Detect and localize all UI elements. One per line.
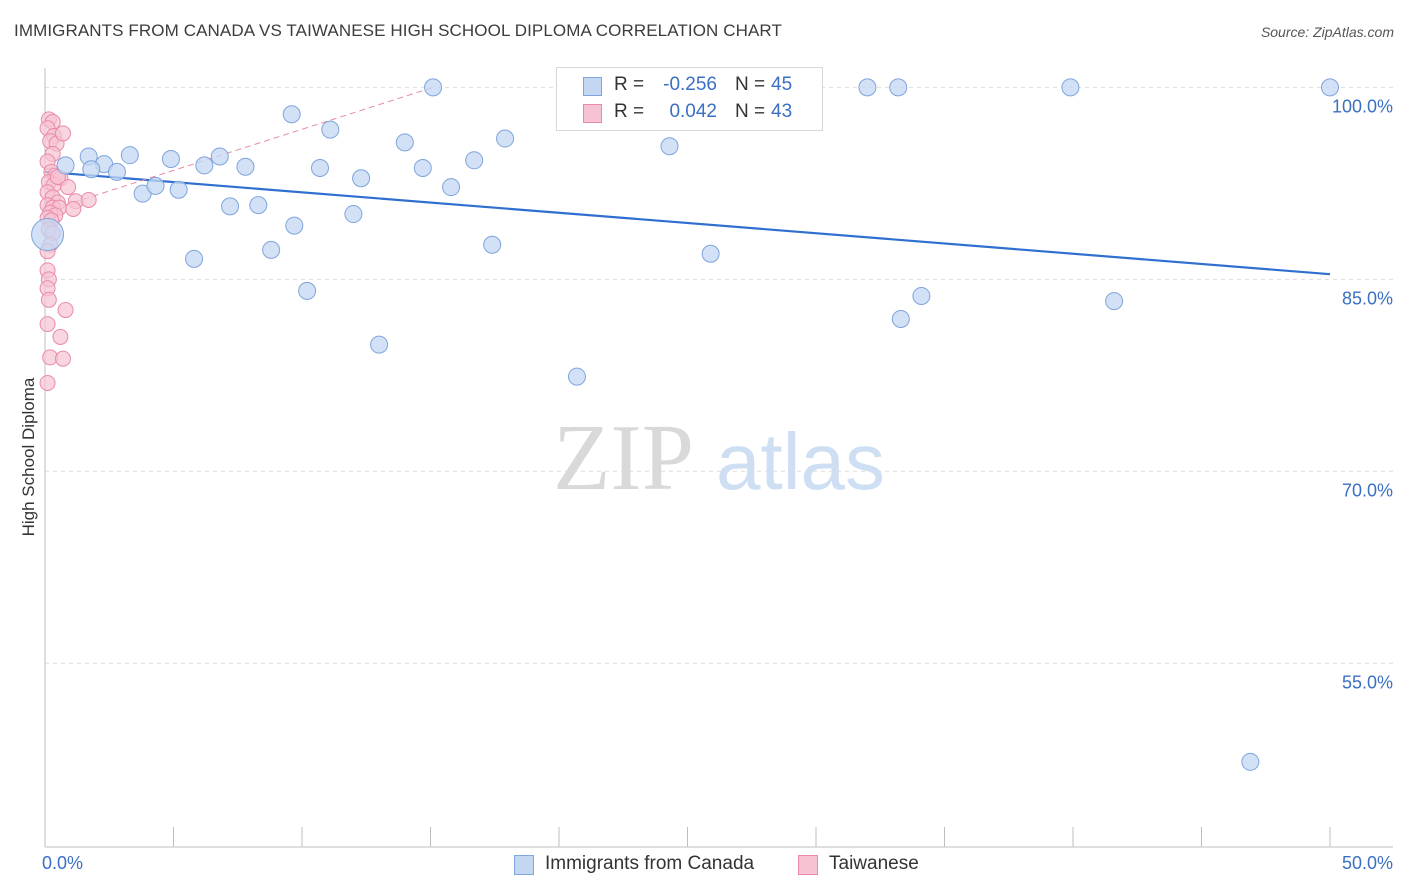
point-canada [1321,78,1339,97]
point-canada [120,146,139,165]
point-canada [161,150,180,169]
point-canada [1105,292,1124,311]
legend-r-value: 0.042 [669,101,717,122]
point-canada [889,78,908,97]
point-canada [221,197,240,216]
watermark-atlas: atlas [716,417,885,506]
point-canada [169,180,188,199]
point-canada [344,205,363,224]
point-canada [195,156,214,175]
point-canada [282,105,301,124]
point-canada [82,160,101,179]
tick-labels: 100.0% 85.0% 70.0% 55.0% 0.0% 50.0% [42,96,1393,873]
legend-r-value: -0.256 [663,74,717,95]
legend-n-label: N = [735,74,766,95]
legend-swatch-blue [583,77,602,96]
point-taiwanese [40,291,57,308]
point-canada [496,129,515,148]
point-canada [31,218,65,252]
legend-n-label: N = [735,101,766,122]
stats-legend: R = -0.256 N = 45 R = 0.042 N = 43 [556,67,823,131]
legend-swatch-pink [583,104,602,123]
point-canada [236,157,255,176]
point-canada [1241,752,1260,771]
point-taiwanese [60,179,77,196]
y-tick-label: 55.0% [1342,672,1393,692]
legend-n-value: 43 [771,101,793,122]
point-canada [352,169,371,188]
watermark: ZIP atlas [553,406,885,510]
trend-line-canada [44,170,1331,276]
legend-r-label: R = [614,101,645,122]
point-canada [567,367,586,386]
point-canada [262,240,281,259]
point-canada [370,335,389,354]
point-canada [210,147,229,166]
point-canada [660,137,679,156]
point-canada [321,120,340,139]
point-canada [858,78,877,97]
x-tick-label: 0.0% [42,853,83,873]
point-canada [285,216,304,235]
point-canada [107,162,126,181]
point-canada [185,249,204,268]
y-tick-label: 100.0% [1332,96,1393,116]
data-points [31,78,1339,771]
legend-r-label: R = [614,74,645,95]
point-canada [1061,78,1080,97]
point-canada [249,196,268,215]
point-taiwanese [54,350,71,367]
y-axis-label: High School Diploma [19,377,38,537]
point-canada [298,281,317,300]
x-tick-label: 50.0% [1342,853,1393,873]
legend-label-canada: Immigrants from Canada [545,853,755,874]
point-taiwanese [80,191,97,208]
legend-n-value: 45 [771,74,793,95]
point-canada [465,151,484,170]
point-taiwanese [39,316,56,333]
y-tick-label: 85.0% [1342,288,1393,308]
point-taiwanese [57,302,74,319]
point-canada [483,235,502,254]
point-taiwanese [52,328,69,345]
source-label: Source: ZipAtlas.com [1260,24,1394,40]
point-canada [56,156,75,175]
legend-swatch-pink [798,855,818,875]
point-taiwanese [65,200,82,217]
point-taiwanese [39,374,56,391]
point-canada [310,158,329,177]
watermark-zip: ZIP [553,406,694,510]
point-canada [442,178,461,197]
legend-swatch-blue [514,855,534,875]
point-canada [395,133,414,152]
point-canada [424,78,443,97]
point-canada [413,158,432,177]
point-canada [912,286,931,305]
trend-line-taiwanese [44,86,434,212]
point-canada [701,244,720,263]
y-tick-label: 70.0% [1342,480,1393,500]
point-canada [891,310,910,329]
axes [44,68,1393,848]
trend-lines [44,86,1331,276]
point-taiwanese [54,125,71,142]
chart-title: IMMIGRANTS FROM CANADA VS TAIWANESE HIGH… [14,21,782,40]
legend-label-taiwanese: Taiwanese [829,853,919,874]
point-canada [146,176,165,195]
